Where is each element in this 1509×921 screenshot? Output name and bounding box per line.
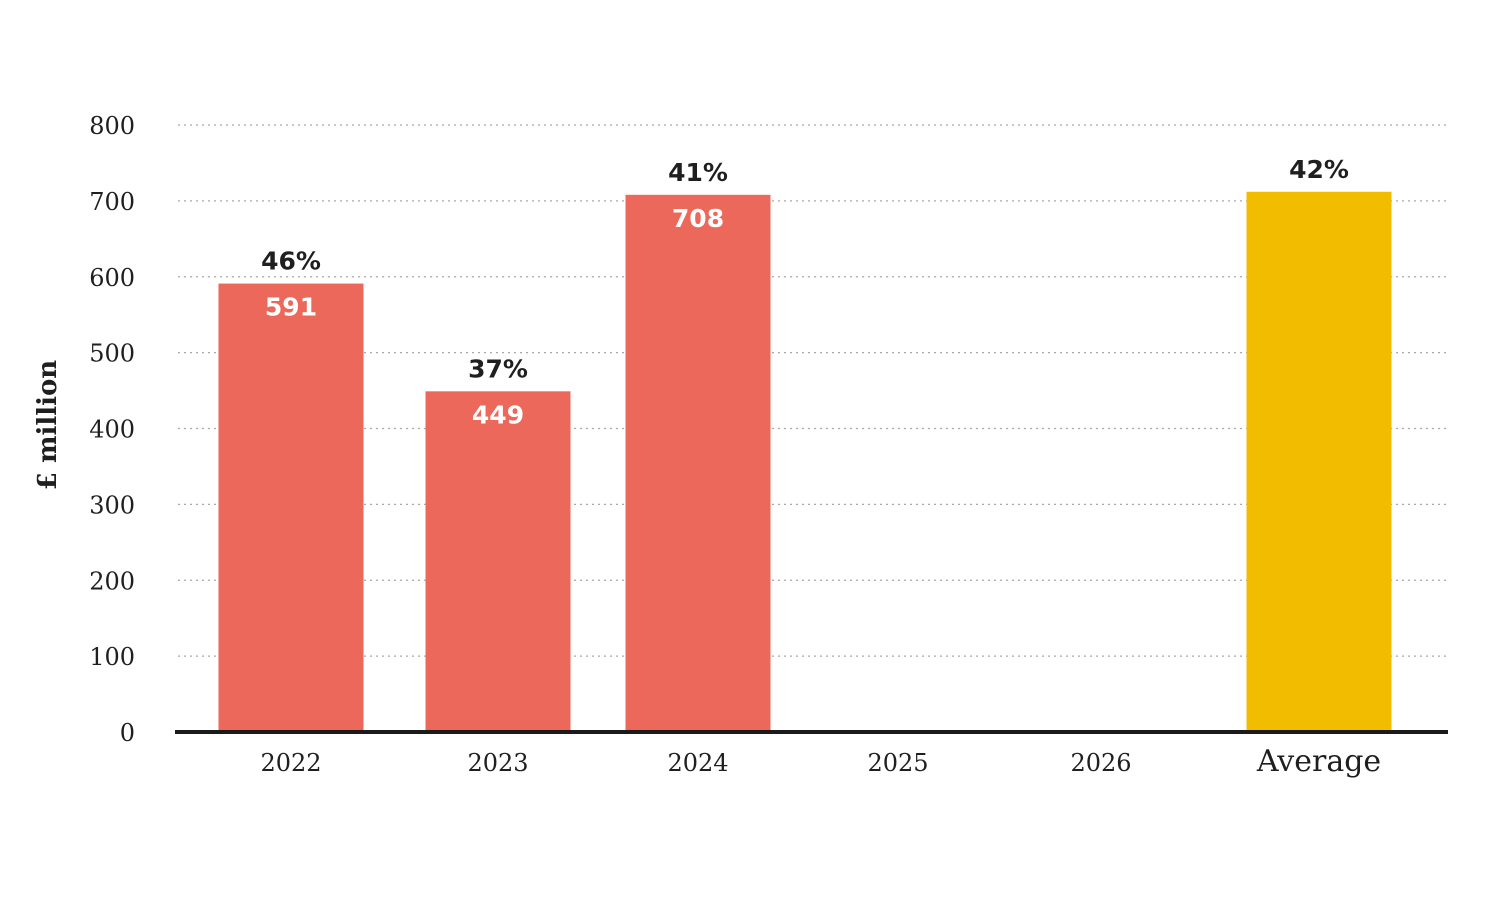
bar-percent-label: 41% [668, 158, 728, 187]
bar [218, 283, 364, 732]
y-tick-label: 400 [89, 416, 135, 444]
gridlines [178, 124, 1447, 657]
bar-value-label: 591 [265, 293, 317, 322]
bar-percent-label: 46% [261, 247, 321, 276]
x-category-label: 2026 [1070, 749, 1131, 777]
bar-value-label: 708 [672, 204, 724, 233]
y-tick-label: 200 [89, 567, 135, 595]
bar [625, 194, 771, 732]
bar-percent-label: 37% [468, 354, 528, 383]
y-tick-label: 500 [89, 340, 135, 368]
y-axis-ticks: 0 100 200 300 400 500 600 700 800 [89, 112, 135, 747]
y-tick-label: 700 [89, 188, 135, 216]
y-tick-label: 800 [89, 112, 135, 140]
x-category-label: 2022 [260, 749, 321, 777]
bar [1246, 191, 1392, 732]
y-tick-label: 0 [120, 719, 135, 747]
y-tick-label: 600 [89, 264, 135, 292]
bar-value-label: 449 [472, 400, 524, 429]
x-axis-categories: 2022 2023 2024 2025 2026 Average [260, 744, 1381, 779]
bar-percent-label: 42% [1289, 155, 1349, 184]
x-category-label: 2024 [667, 749, 728, 777]
bar [425, 391, 571, 732]
x-category-label: 2023 [467, 749, 528, 777]
bar-labels: 46% 591 37% 449 41% 708 42% [261, 155, 1349, 430]
bars [218, 191, 1392, 732]
x-category-label: Average [1256, 744, 1381, 779]
x-category-label: 2025 [867, 749, 928, 777]
y-axis-label: £ million [33, 360, 63, 491]
y-tick-label: 100 [89, 643, 135, 671]
y-tick-label: 300 [89, 491, 135, 519]
